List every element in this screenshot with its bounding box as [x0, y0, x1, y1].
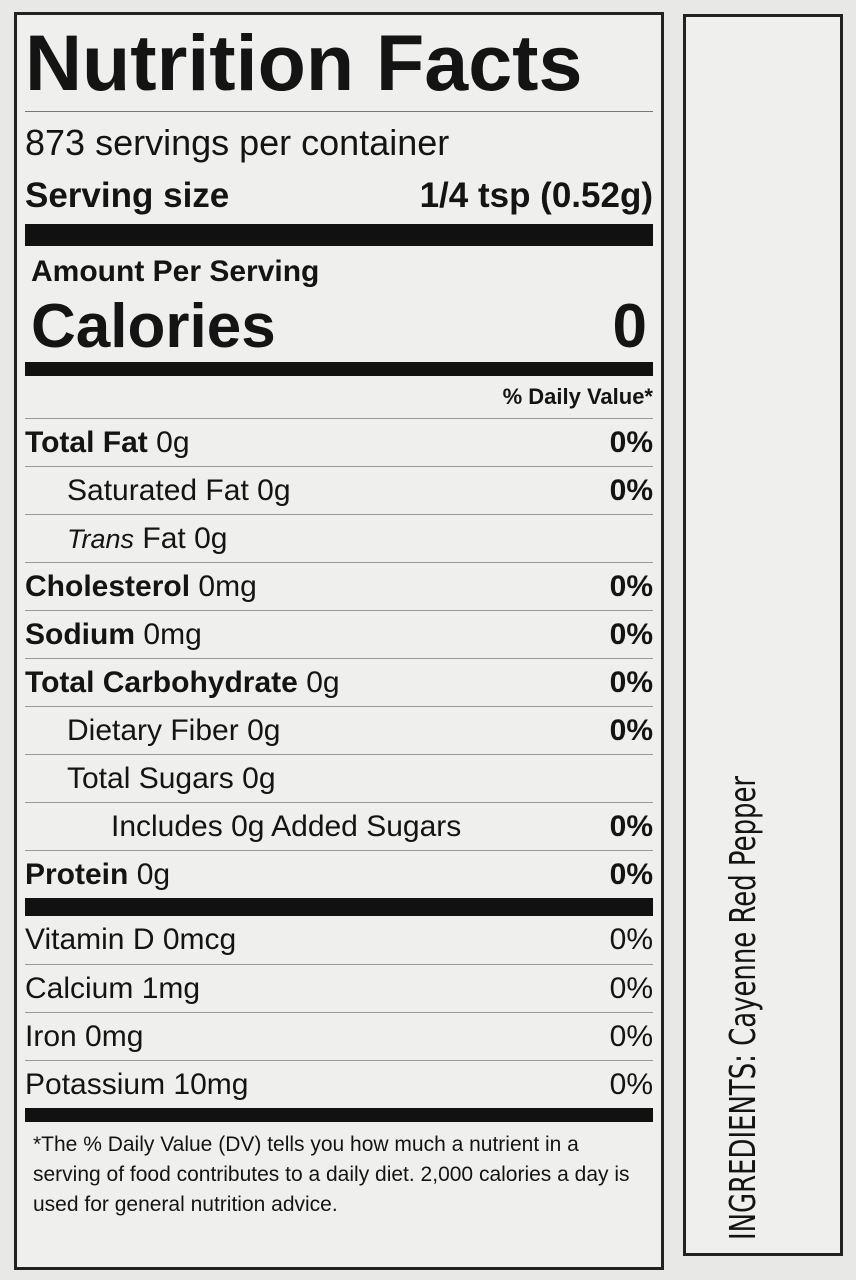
calories-value: 0 — [612, 292, 647, 361]
nutrient-name: Sodium — [25, 617, 135, 651]
nutrient-amount: 0g — [247, 713, 281, 747]
serving-size-value: 1/4 tsp (0.52g) — [419, 176, 653, 215]
nutrient-name: Protein — [25, 857, 129, 891]
nutrient-dv: 0% — [609, 473, 653, 507]
vitamin-dv: 0% — [609, 923, 653, 956]
nutrient-row: Dietary Fiber 0g 0% — [25, 706, 653, 754]
calories: Calories 0 — [25, 292, 653, 362]
nutrient-amount: 0g — [257, 473, 291, 507]
nutrient-row: Cholesterol 0mg 0% — [25, 562, 653, 610]
medium-bar — [25, 362, 653, 376]
nutrient-row: Total Sugars 0g — [25, 754, 653, 802]
nutrient-name: Total Fat — [25, 425, 148, 459]
vitamin-dv: 0% — [609, 1067, 653, 1101]
nutrient-dv: 0% — [609, 617, 653, 651]
nutrient-dv: 0% — [609, 425, 653, 459]
nutrient-name: Cholesterol — [25, 569, 191, 603]
footnote: *The % Daily Value (DV) tells you how mu… — [33, 1133, 630, 1216]
vitamin-dv: 0% — [609, 971, 653, 1005]
nutrient-amount: 0g — [136, 857, 171, 891]
nutrient-row: Trans Fat 0g — [25, 514, 653, 562]
ingredients: INGREDIENTS: Cayenne Red Pepper — [723, 775, 764, 1240]
vitamin-name: Iron 0mg — [25, 1019, 144, 1053]
thick-bar — [25, 224, 653, 246]
nutrient-dv: 0% — [609, 713, 653, 747]
nutrient-name: Total Carbohydrate — [25, 665, 298, 699]
servings: 873 servings per container — [25, 122, 450, 163]
nutrient-amount: 0g — [306, 665, 340, 699]
nutrient-amount: 0g — [242, 761, 276, 795]
vitamin-name: Calcium 1mg — [25, 971, 201, 1005]
daily-value-header: % Daily Value* — [502, 384, 653, 409]
nutrient-dv: 0% — [609, 809, 653, 843]
nutrient-name: Total Sugars — [67, 761, 234, 795]
vitamin-name: Potassium 10mg — [25, 1067, 249, 1101]
vitamin-name: Vitamin D 0mcg — [25, 923, 237, 956]
title: Nutrition Facts — [25, 18, 583, 107]
nutrient-row: Saturated Fat 0g 0% — [25, 466, 653, 514]
nutrient-dv: 0% — [609, 857, 653, 891]
nutrient-dv: 0% — [609, 569, 653, 603]
nutrient-name: Trans — [67, 523, 135, 554]
nutrient-row: Total Carbohydrate 0g 0% — [25, 658, 653, 706]
thick-bar — [25, 898, 653, 916]
nutrient-dv: 0% — [609, 665, 653, 699]
calories-label: Calories — [31, 292, 276, 361]
ingredients-panel — [683, 14, 843, 1256]
vitamin-row: Vitamin D 0mcg 0% — [25, 916, 653, 964]
vitamin-row: Potassium 10mg 0% — [25, 1060, 653, 1108]
nutrient-row: Includes 0g Added Sugars 0% — [25, 802, 653, 850]
nutrient-amount: 0mg — [143, 617, 202, 651]
serving-size: Serving size 1/4 tsp (0.52g) — [25, 168, 653, 224]
nutrient-row: Protein 0g 0% — [25, 850, 653, 898]
vitamin-dv: 0% — [609, 1019, 653, 1053]
nutrient-name: Includes 0g Added Sugars — [111, 809, 462, 843]
nutrient-name: Dietary Fiber — [67, 713, 239, 747]
amount-per-serving: Amount Per Serving — [31, 255, 320, 288]
serving-size-label: Serving size — [25, 176, 230, 215]
rule — [25, 111, 653, 112]
nutrition-label: Nutrition Facts 873 servings per contain… — [14, 12, 664, 1270]
vitamin-row: Iron 0mg 0% — [25, 1012, 653, 1060]
nutrient-amount: 0mg — [198, 569, 257, 603]
nutrient-row: Total Fat 0g 0% — [25, 418, 653, 466]
medium-bar — [25, 1108, 653, 1122]
vitamin-row: Calcium 1mg 0% — [25, 964, 653, 1012]
nutrient-amount: 0g — [156, 425, 190, 459]
nutrient-amount: Fat 0g — [142, 521, 228, 555]
nutrient-name: Saturated Fat — [67, 473, 249, 507]
nutrient-row: Sodium 0mg 0% — [25, 610, 653, 658]
